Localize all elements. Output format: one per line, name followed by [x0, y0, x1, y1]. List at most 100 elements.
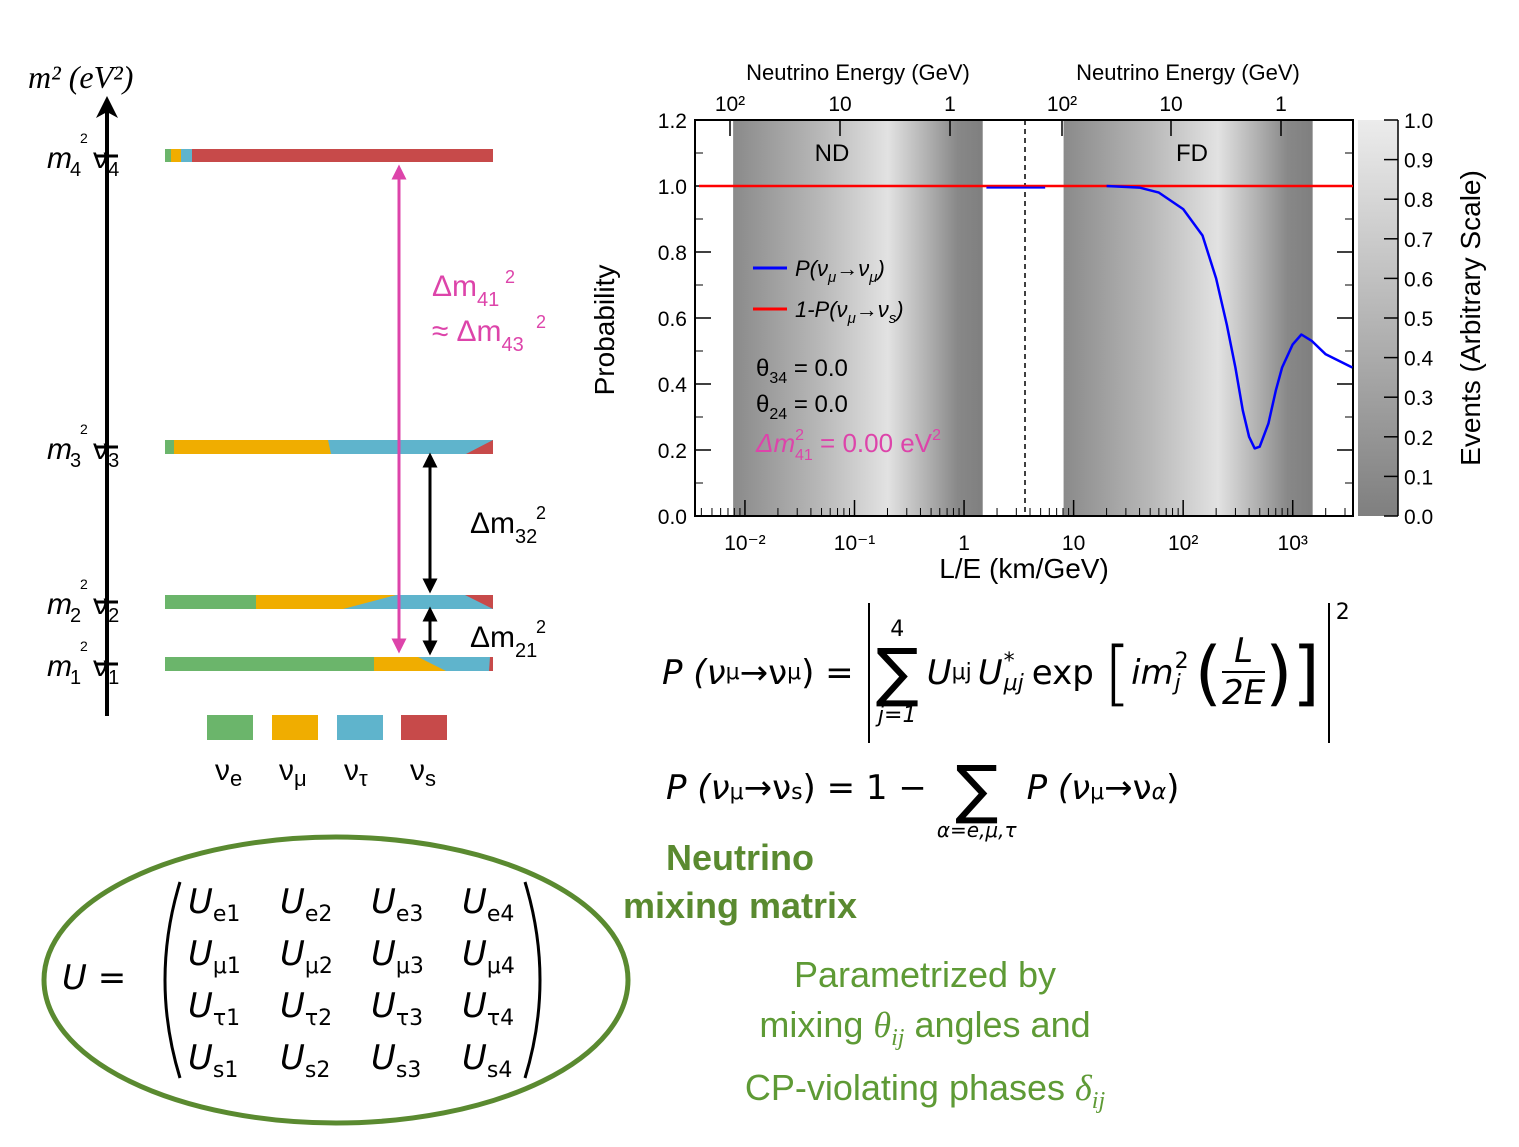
- level-ticks: [96, 154, 118, 666]
- matrix-entry-symbol: U: [462, 882, 487, 922]
- legend-swatch-tau: [337, 715, 383, 740]
- matrix-entry: Uμ2: [280, 934, 333, 979]
- colorbar-label: Events (Arbitrary Scale): [1455, 170, 1486, 466]
- matrix-entry: Ue3: [371, 882, 423, 927]
- y-tick-label: 0.4: [658, 374, 688, 397]
- sum-symbol: ∑: [875, 635, 919, 710]
- y-tick-label: 0.6: [658, 308, 687, 331]
- matrix-entry-symbol: U: [188, 882, 213, 922]
- top-tick-label-fd: 10: [1159, 93, 1182, 116]
- theta24-annotation: θ24 = 0.0: [756, 391, 848, 423]
- matrix-entry-index: e2: [304, 901, 333, 927]
- legend-label-mu: νμ: [279, 754, 307, 791]
- colorbar-tick-label: 0.6: [1404, 268, 1433, 291]
- matrix-entry-symbol: U: [188, 986, 213, 1026]
- top-axis-label-fd: Neutrino Energy (GeV): [1076, 60, 1300, 85]
- legend-label-numu: P(νμ→νμ): [795, 256, 885, 286]
- matrix-entry-symbol: U: [280, 986, 305, 1026]
- svg-text:2: 2: [80, 130, 88, 146]
- equation-sterile-probability: P (ν μ →ν s) = 1 − ∑ α=e,μ,τ P (ν μ →ν α): [666, 753, 1180, 842]
- series-line-numu: [1106, 184, 1353, 450]
- matrix-entry-index: s1: [212, 1057, 239, 1083]
- level-labels: m4 ν4 m3 ν3 m2 ν2 m1 ν1: [47, 142, 119, 689]
- legend-label-tau: ντ: [344, 754, 368, 791]
- x-tick-label: 1: [958, 532, 970, 555]
- colorbar-tick-label: 0.8: [1404, 189, 1433, 212]
- theta34-annotation: θ34 = 0.0: [756, 355, 848, 387]
- dm41-label: Δm41: [432, 270, 499, 311]
- matrix-entry-index: τ1: [212, 1005, 241, 1031]
- top-tick-label-nd: 1: [944, 93, 956, 116]
- top-tick-label-fd: 10²: [1047, 93, 1077, 116]
- dm41-annotation: Δm2 41 = 0.00 eV2: [755, 427, 941, 464]
- legend-label-e: νe: [215, 754, 242, 791]
- level-label-2: m2 ν2: [47, 588, 119, 627]
- axis-arrowhead-icon: [96, 96, 118, 118]
- axis-label: m² (eV²): [28, 59, 133, 95]
- colorbar-tick-label: 0.9: [1404, 150, 1433, 173]
- svg-text:2: 2: [80, 638, 88, 654]
- svg-text:2: 2: [536, 617, 546, 637]
- matrix-entry-index: μ1: [212, 953, 241, 979]
- svg-text:2: 2: [80, 421, 88, 437]
- matrix-entry-symbol: U: [462, 934, 487, 974]
- y-tick-label: 0.8: [658, 242, 687, 265]
- matrix-entry-index: τ4: [486, 1005, 515, 1031]
- matrix-entry-symbol: U: [188, 934, 213, 974]
- matrix-entry: Uμ1: [188, 934, 241, 979]
- matrix-entry-symbol: U: [280, 882, 305, 922]
- colorbar-tick-label: 0.3: [1404, 387, 1433, 410]
- matrix-entry-index: s2: [304, 1057, 331, 1083]
- level-bar-4: [165, 149, 493, 162]
- top-tick-label-fd: 1: [1275, 93, 1287, 116]
- x-tick-label: 10³: [1278, 532, 1308, 555]
- level-bar-2: [165, 595, 493, 609]
- x-tick-label: 10: [1062, 532, 1085, 555]
- matrix-entry: Uτ2: [280, 986, 332, 1031]
- region-label-fd: FD: [1176, 140, 1208, 167]
- matrix-entry-symbol: U: [371, 934, 396, 974]
- matrix-entry: Uμ4: [462, 934, 515, 979]
- matrix-lhs: U =: [62, 958, 127, 998]
- matrix-entry: Us4: [462, 1038, 512, 1083]
- matrix-entry-index: e4: [486, 901, 515, 927]
- matrix-entry-symbol: U: [280, 1038, 305, 1078]
- matrix-entry-index: μ3: [395, 953, 424, 979]
- oscillation-probability-chart: 0.00.20.40.60.81.01.210⁻² 10⁻¹ 1 10 10² 10³10…: [589, 60, 1486, 584]
- dm43-label: ≈ Δm43: [432, 315, 524, 356]
- level-label-4: m4 ν4: [47, 142, 119, 181]
- matrix-entry-symbol: U: [462, 1038, 487, 1078]
- flavor-legend: νe νμ ντ νs: [207, 715, 447, 791]
- matrix-entry: Ue1: [188, 882, 240, 927]
- colorbar-tick-label: 0.5: [1404, 308, 1433, 331]
- matrix-entry-index: τ3: [395, 1005, 424, 1031]
- top-tick-label-nd: 10²: [715, 93, 745, 116]
- matrix-entry: Us1: [188, 1038, 238, 1083]
- matrix-entry-index: s4: [486, 1057, 513, 1083]
- matrix-entry: Uτ3: [371, 986, 423, 1031]
- matrix-entry-symbol: U: [371, 986, 396, 1026]
- colorbar-tick-label: 0.1: [1404, 466, 1433, 489]
- matrix-entry: Uτ1: [188, 986, 240, 1031]
- top-tick-label-nd: 10: [828, 93, 851, 116]
- matrix-entry-symbol: U: [280, 934, 305, 974]
- matrix-entry-symbol: U: [188, 1038, 213, 1078]
- matrix-entry-index: μ2: [304, 953, 333, 979]
- dm32-label: Δm32: [470, 507, 537, 548]
- y-axis-label: Probability: [589, 265, 620, 396]
- x-axis-label: L/E (km/GeV): [939, 553, 1109, 584]
- y-tick-label: 0.0: [658, 506, 687, 529]
- region-label-nd: ND: [815, 140, 850, 167]
- parametrization-note: Parametrized by mixing θij angles and CP…: [744, 954, 1106, 1115]
- matrix-entry: Ue4: [462, 882, 514, 927]
- colorbar-tick-label: 0.4: [1404, 348, 1434, 371]
- svg-text:2: 2: [536, 503, 546, 523]
- colorbar-tick-label: 1.0: [1404, 110, 1433, 133]
- matrix-entry-index: s3: [395, 1057, 422, 1083]
- matrix-entry: Us3: [371, 1038, 421, 1083]
- matrix-entry-index: e1: [212, 901, 241, 927]
- svg-text:2: 2: [80, 576, 88, 592]
- matrix-entry-index: μ4: [486, 953, 515, 979]
- colorbar-tick-label: 0.2: [1404, 427, 1433, 450]
